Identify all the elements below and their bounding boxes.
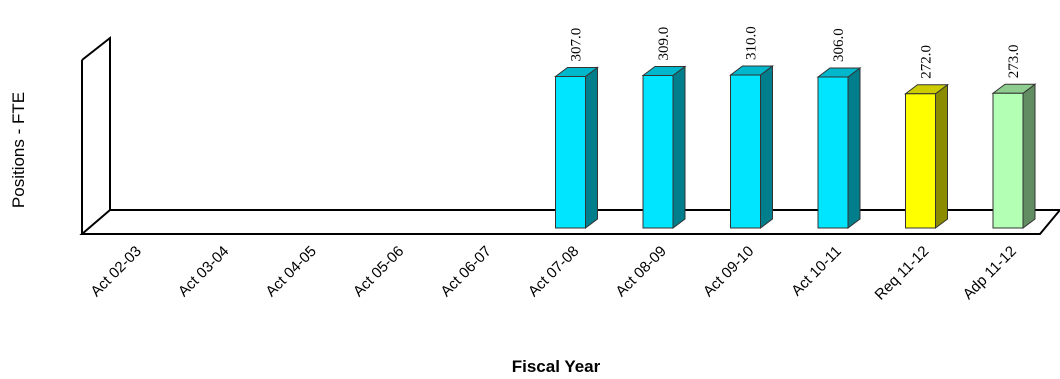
bar-front-face (730, 74, 761, 229)
back-wall-edge (81, 35, 111, 210)
bar-front-face (555, 75, 586, 229)
bar-act-09-10 (729, 65, 774, 229)
x-tick-label: Req 11-12 (872, 243, 933, 304)
bar-side-face (585, 66, 598, 229)
data-label: 309.0 (656, 27, 672, 61)
x-tick-label: Act 05-06 (350, 243, 407, 300)
bar-front-face (905, 93, 936, 229)
bars-group (554, 65, 1037, 229)
bar-front-face (642, 75, 674, 229)
chart-floor (79, 209, 1060, 235)
bar-req-11-12 (904, 83, 949, 229)
data-label: 272.0 (919, 45, 935, 79)
bar-front-face (992, 92, 1024, 229)
bar-side-face (672, 65, 686, 229)
y-axis-title: Positions - FTE (9, 92, 28, 208)
bar-side-face (847, 66, 861, 229)
bar-act-10-11 (816, 66, 862, 229)
x-tick-label: Adp 11-12 (960, 243, 1020, 303)
x-tick-label: Act 09-10 (700, 243, 757, 300)
bar-act-08-09 (641, 65, 687, 229)
x-tick-labels-group: Act 02-03 Act 03-04 Act 04-05 Act 05-06 Act … (87, 243, 1019, 304)
x-tick-label: Act 08-09 (612, 243, 669, 300)
x-tick-label: Act 07-08 (525, 243, 582, 300)
bar-adp-11-12 (991, 83, 1037, 229)
bar-front-face (817, 76, 849, 229)
data-label: 307.0 (569, 28, 585, 62)
data-label: 306.0 (831, 28, 847, 62)
data-label: 273.0 (1006, 45, 1022, 79)
chart-frame (79, 35, 1060, 235)
x-tick-label: Act 10-11 (788, 243, 845, 300)
bar-side-face (1022, 83, 1036, 229)
x-tick-label: Act 06-07 (437, 243, 494, 300)
x-tick-label: Act 02-03 (87, 243, 144, 300)
x-tick-label: Act 03-04 (175, 243, 232, 300)
bar-side-face (935, 83, 948, 229)
bar-side-face (760, 65, 773, 229)
x-tick-label: Act 04-05 (262, 243, 319, 300)
data-labels-group: 307.0 309.0 310.0 306.0 272.0 273.0 (569, 26, 1023, 79)
bar-act-07-08 (554, 66, 599, 229)
x-axis-title: Fiscal Year (512, 357, 601, 376)
data-label: 310.0 (744, 26, 760, 60)
